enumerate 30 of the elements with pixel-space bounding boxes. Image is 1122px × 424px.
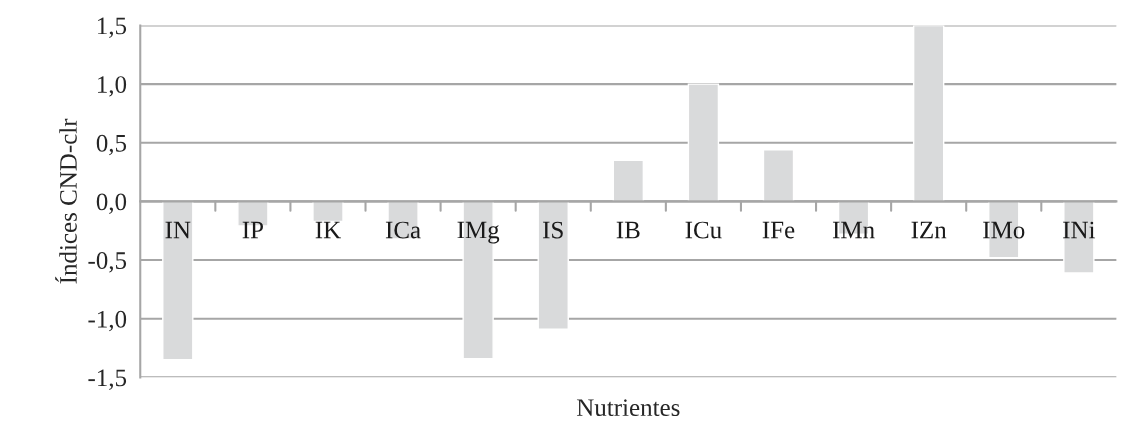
bar — [687, 83, 720, 203]
y-tick-label: -1,0 — [88, 310, 127, 332]
x-tick-label: INi — [1063, 221, 1096, 239]
x-axis-title: Nutrientes — [576, 399, 680, 417]
x-tick-label: IMo — [983, 221, 1025, 239]
x-tick-label: ICa — [385, 221, 421, 239]
y-tick-label: 1,5 — [98, 17, 127, 38]
bar — [612, 159, 645, 203]
bar — [762, 149, 795, 203]
x-tick-label: IMn — [832, 221, 875, 239]
x-tick-label: IP — [242, 221, 263, 239]
bar — [912, 25, 945, 203]
x-tick-label: IMg — [457, 221, 500, 244]
x-tick-label: IK — [315, 221, 341, 239]
y-axis-title: Índices CND-clr — [55, 118, 77, 284]
x-tick-label: IN — [165, 221, 191, 239]
bar — [312, 200, 344, 223]
bar — [537, 200, 569, 330]
y-tick-label: 0,5 — [96, 134, 127, 156]
x-tick-label: IS — [543, 221, 563, 239]
x-tick-label: IZn — [911, 221, 947, 239]
x-tick-label: IFe — [762, 221, 795, 239]
x-tick-label: IB — [616, 221, 640, 239]
y-tick-label: -1,5 — [88, 369, 127, 390]
x-tick-label: ICu — [685, 221, 722, 239]
bar — [1063, 200, 1095, 274]
bar — [162, 200, 194, 361]
y-tick-label: -0,5 — [88, 252, 127, 273]
y-tick-label: 0,0 — [96, 193, 127, 214]
y-tick-label: 1,0 — [98, 76, 127, 97]
